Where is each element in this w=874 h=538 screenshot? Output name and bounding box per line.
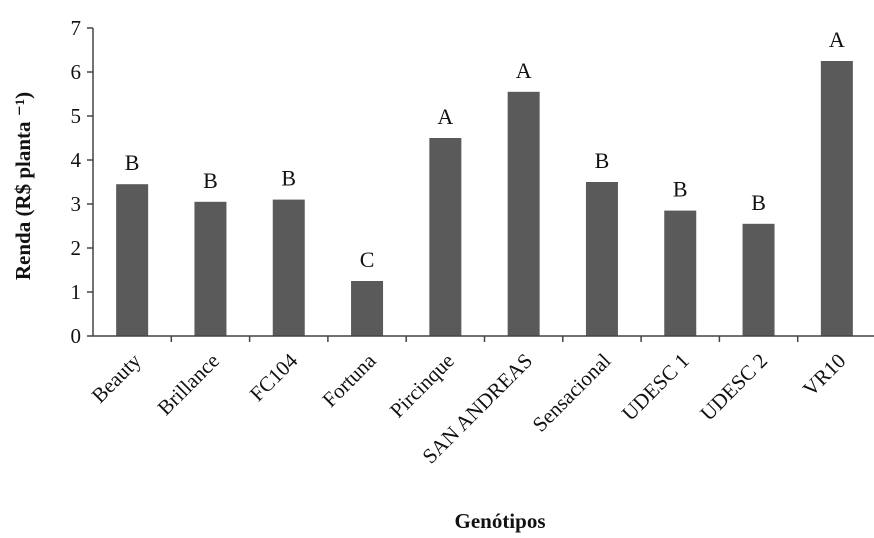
- y-axis-title: Renda (R$ planta ⁻¹): [11, 92, 35, 280]
- x-tick-label: Fortuna: [317, 348, 381, 412]
- significance-labels-layer: B B B C A A B B B A: [125, 27, 845, 272]
- y-tick-label: 7: [71, 16, 82, 40]
- bar-vr10: [820, 61, 853, 336]
- x-tick-label: UDESC 2: [695, 349, 772, 426]
- y-tick-label: 2: [71, 236, 82, 260]
- bar-brillance: [194, 201, 227, 336]
- x-tick-label: FC104: [245, 348, 303, 406]
- significance-label: B: [751, 190, 766, 215]
- x-ticks-layer: Beauty Brillance FC104 Fortuna PircinqueSAN …: [87, 336, 850, 468]
- bar-sensacional: [585, 182, 618, 336]
- significance-label: B: [673, 177, 688, 202]
- y-tick-label: 1: [71, 280, 82, 304]
- significance-label: A: [516, 58, 532, 83]
- significance-label: B: [203, 168, 218, 193]
- x-axis-title: Genótipos: [454, 509, 545, 533]
- y-ticks-layer: 0 1 2 3 4 5 6 7: [71, 16, 93, 348]
- bar-fc104: [272, 199, 305, 336]
- x-tick-label: UDESC 1: [617, 349, 694, 426]
- x-tick-label: Beauty: [87, 348, 146, 407]
- y-tick-label: 0: [71, 324, 82, 348]
- significance-label: A: [829, 27, 845, 52]
- x-tick-label: Pircinque: [385, 349, 459, 423]
- y-tick-label: 3: [71, 192, 82, 216]
- significance-label: C: [360, 247, 375, 272]
- bar-fortuna: [351, 281, 384, 336]
- significance-label: B: [595, 148, 610, 173]
- significance-label: A: [437, 104, 453, 129]
- y-tick-label: 5: [71, 104, 82, 128]
- y-tick-label: 6: [71, 60, 82, 84]
- bar-san-andreas: [507, 91, 540, 336]
- x-tick-label: Brillance: [153, 349, 224, 420]
- bar-pircinque: [429, 138, 462, 336]
- y-tick-label: 4: [71, 148, 82, 172]
- x-tick-label: VR10: [798, 349, 850, 401]
- x-tick-label: Sensacional: [528, 348, 616, 436]
- significance-label: B: [125, 150, 140, 175]
- bars-layer: [116, 61, 853, 336]
- bar-udesc-2: [742, 223, 775, 336]
- bar-beauty: [116, 184, 149, 336]
- bar-udesc-1: [664, 210, 697, 336]
- significance-label: B: [281, 166, 296, 191]
